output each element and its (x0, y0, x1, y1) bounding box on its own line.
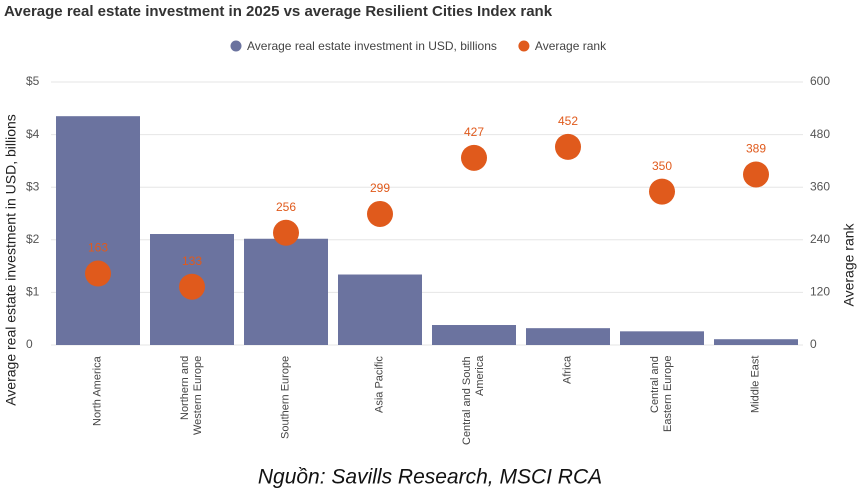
data-label: 427 (464, 125, 484, 139)
data-label: 299 (370, 181, 390, 195)
rank-marker (367, 200, 393, 227)
x-tick-label: Central and South America (461, 356, 486, 445)
y2-axis-title: Average rank (841, 222, 857, 306)
data-label: 256 (276, 200, 296, 214)
rank-marker (179, 273, 205, 300)
bar (338, 274, 422, 345)
bar (56, 116, 140, 345)
legend-marker (518, 40, 530, 52)
x-tick-label: Northern and Western Europe (179, 356, 204, 436)
data-label: 350 (652, 159, 672, 173)
x-tick-label: Central and Eastern Europe (649, 356, 674, 433)
y-tick-label: $2 (26, 232, 40, 246)
rank-marker (273, 219, 299, 246)
chart-title: Average real estate investment in 2025 v… (4, 3, 553, 20)
x-tick-label: Southern Europe (279, 356, 292, 440)
legend-label: Average real estate investment in USD, b… (247, 39, 497, 53)
rank-marker (555, 133, 581, 160)
y2-tick-label: 480 (810, 127, 830, 141)
y2-tick-label: 240 (810, 232, 830, 246)
rank-marker (743, 161, 769, 188)
legend-label: Average rank (535, 39, 607, 53)
y-tick-label: $5 (26, 74, 40, 88)
data-label: 389 (746, 142, 766, 156)
rank-marker (85, 260, 111, 287)
y2-tick-label: 600 (810, 74, 830, 88)
source: Nguồn: Savills Research, MSCI RCA (258, 466, 602, 489)
bar (244, 238, 328, 345)
x-tick-label: Africa (561, 356, 574, 385)
x-tick-label: Middle East (749, 356, 762, 414)
x-tick-label: Asia Pacific (373, 356, 386, 413)
y2-tick-label: 120 (810, 285, 830, 299)
y2-tick-label: 360 (810, 179, 830, 193)
x-tick-label: North America (91, 356, 104, 426)
bar (526, 328, 610, 345)
y-axis-title: Average real estate investment in USD, b… (3, 114, 19, 406)
data-label: 133 (182, 254, 202, 268)
bar (714, 339, 798, 345)
rank-marker (649, 178, 675, 205)
rank-marker (461, 144, 487, 171)
y2-tick-label: 0 (810, 337, 817, 351)
y-tick-label: 0 (26, 337, 33, 351)
y-tick-label: $4 (26, 127, 40, 141)
bar (432, 325, 516, 345)
y-tick-label: $3 (26, 179, 40, 193)
data-label: 163 (88, 241, 108, 255)
y-tick-label: $1 (26, 285, 40, 299)
data-label: 452 (558, 114, 578, 128)
legend-marker (230, 40, 242, 52)
bar (620, 331, 704, 345)
